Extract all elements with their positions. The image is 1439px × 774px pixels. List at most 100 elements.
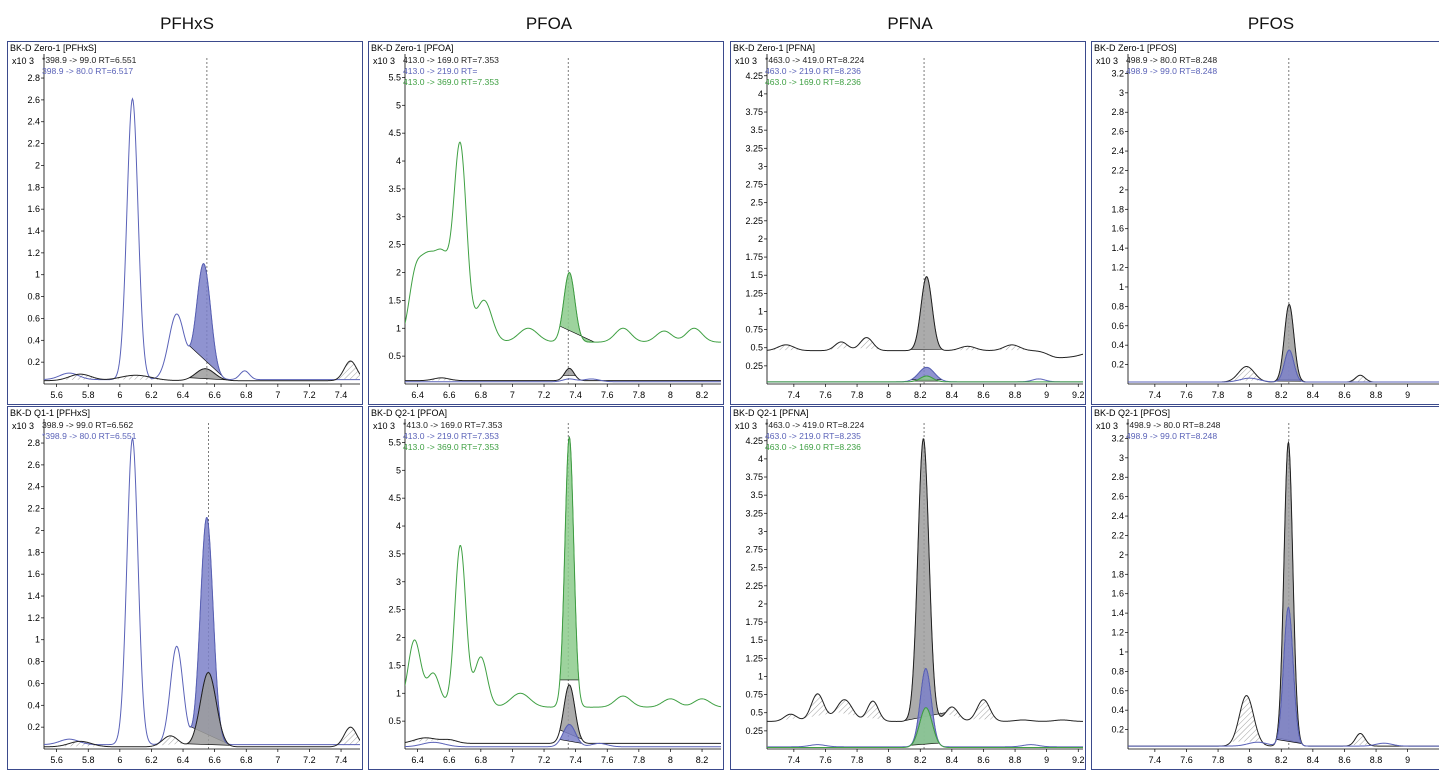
y-tick-label: 1.25 [745, 288, 763, 298]
y-tick-label: 3.2 [1111, 433, 1124, 443]
chromatogram-panel: 0.2 0.4 0.6 0.8 1 1.2 1.4 1.6 1.8 2 2.2 2.4 2.6 2.8 5.… [7, 406, 363, 770]
y-tick-label: 0.4 [1111, 705, 1124, 715]
y-tick-label: 1.25 [745, 653, 763, 663]
y-tick-label: 2.2 [1111, 165, 1124, 175]
y-tick-label: 1.8 [27, 547, 40, 557]
y-tick-label: 1.5 [750, 270, 763, 280]
y-tick-label: 2.4 [1111, 511, 1124, 521]
y-tick-label: 0.6 [27, 678, 40, 688]
x-tick-label: 8.4 [946, 390, 959, 400]
y-tick-label: 2.6 [1111, 492, 1124, 502]
x-tick-label: 8.8 [1009, 390, 1022, 400]
column-title-pfoa: PFOA [449, 14, 649, 34]
y-tick-label: 3 [758, 526, 763, 536]
x-tick-label: 7.8 [851, 755, 864, 765]
y-tick-label: 3 [758, 161, 763, 171]
y-tick-label: 4 [396, 521, 401, 531]
x-tick-label: 6.8 [475, 390, 488, 400]
legend-entry: 413.0 -> 369.0 RT=7.353 [403, 77, 499, 88]
panel-title: BK-D Q2-1 [PFNA] [733, 408, 809, 418]
x-tick-label: 7.6 [1180, 390, 1193, 400]
y-tick-label: 1.75 [745, 617, 763, 627]
y-tick-label: 3.5 [750, 490, 763, 500]
x-tick-label: 7.4 [1149, 755, 1162, 765]
y-tick-label: 2.8 [27, 438, 40, 448]
x-tick-label: 7.6 [601, 755, 614, 765]
y-axis-exponent: x10 3 [1096, 56, 1118, 66]
y-axis-exponent: x10 3 [735, 421, 757, 431]
legend-entry: *463.0 -> 419.0 RT=8.224 [765, 420, 864, 431]
y-axis-exponent: x10 3 [12, 56, 34, 66]
column-title-pfhxs: PFHxS [87, 14, 287, 34]
y-tick-label: 2.8 [27, 73, 40, 83]
hatched-peak-area [827, 342, 855, 350]
y-tick-label: 2.25 [745, 216, 763, 226]
x-tick-label: 6.4 [177, 390, 190, 400]
legend-entry: 413.0 -> 219.0 RT= [403, 66, 499, 77]
x-tick-label: 6.4 [411, 390, 424, 400]
legend-entry: 463.0 -> 169.0 RT=8.236 [765, 77, 864, 88]
y-tick-label: 1.5 [388, 660, 401, 670]
y-tick-label: 2.25 [745, 581, 763, 591]
x-tick-label: 7.4 [335, 755, 348, 765]
x-tick-label: 9 [1044, 390, 1049, 400]
chromatogram-panel: 0.2 0.4 0.6 0.8 1 1.2 1.4 1.6 1.8 2 2.2 2.4 2.6 2.8 3 3… [1091, 41, 1439, 405]
x-tick-label: 9 [1405, 755, 1410, 765]
y-tick-label: 4 [396, 156, 401, 166]
y-tick-label: 2.6 [27, 95, 40, 105]
chromatogram-svg: 0.25 0.5 0.75 1 1.25 1.5 1.75 2 2.25 2.5 2.75 3 3.25… [731, 407, 1086, 770]
y-tick-label: 3 [396, 577, 401, 587]
y-tick-label: 1.5 [750, 635, 763, 645]
x-tick-label: 8.6 [977, 755, 990, 765]
y-tick-label: 3.75 [745, 107, 763, 117]
y-tick-label: 2 [396, 633, 401, 643]
x-tick-label: 8.4 [1307, 390, 1320, 400]
legend: *463.0 -> 419.0 RT=8.224 463.0 -> 219.0 R… [765, 420, 864, 453]
x-tick-label: 6.4 [177, 755, 190, 765]
y-tick-label: 4.5 [388, 128, 401, 138]
y-tick-label: 3 [1119, 453, 1124, 463]
y-tick-label: 2.8 [1111, 107, 1124, 117]
x-tick-label: 8.4 [1307, 755, 1320, 765]
legend-entry: *398.9 -> 80.0 RT=6.551 [42, 431, 136, 442]
legend: 498.9 -> 80.0 RT=8.248 498.9 -> 99.0 RT=8… [1126, 55, 1217, 77]
hatched-peak-area [861, 701, 885, 720]
chromatogram-svg: 0.20.40.60.811.21.41.61.822.22.42.62.85.… [8, 407, 363, 770]
y-tick-label: 1 [1119, 647, 1124, 657]
y-tick-label: 1.4 [27, 591, 40, 601]
hatched-peak-area [853, 338, 881, 350]
x-tick-label: 7.8 [1212, 390, 1225, 400]
x-tick-label: 7.8 [851, 390, 864, 400]
y-tick-label: 1.2 [1111, 263, 1124, 273]
x-tick-label: 6.6 [443, 390, 456, 400]
y-tick-label: 2 [758, 599, 763, 609]
y-tick-label: 3 [396, 212, 401, 222]
y-tick-label: 4 [758, 89, 763, 99]
x-tick-label: 8.6 [977, 390, 990, 400]
legend-entry: 398.9 -> 80.0 RT=6.517 [42, 66, 136, 77]
x-tick-label: 6.6 [208, 390, 221, 400]
y-tick-label: 2.4 [1111, 146, 1124, 156]
x-tick-label: 8.8 [1009, 755, 1022, 765]
x-tick-label: 7.2 [303, 755, 316, 765]
x-tick-label: 7.4 [1149, 390, 1162, 400]
legend: *413.0 -> 169.0 RT=7.353 413.0 -> 219.0 R… [403, 420, 502, 453]
x-tick-label: 8 [1247, 390, 1252, 400]
y-tick-label: 2 [1119, 550, 1124, 560]
y-tick-label: 0.2 [27, 357, 40, 367]
y-tick-label: 2 [35, 525, 40, 535]
chromatogram-panel: 0.2 0.4 0.6 0.8 1 1.2 1.4 1.6 1.8 2 2.2 2.4 2.6 2.8 5.… [7, 41, 363, 405]
legend: 398.9 -> 99.0 RT=6.562 *398.9 -> 80.0 RT=… [42, 420, 136, 442]
y-tick-label: 5.5 [388, 437, 401, 447]
hatched-peak-area [1231, 696, 1262, 742]
y-axis-exponent: x10 3 [735, 56, 757, 66]
y-axis-exponent: x10 3 [373, 421, 395, 431]
x-tick-label: 8 [886, 390, 891, 400]
x-tick-label: 8.8 [1370, 755, 1383, 765]
y-tick-label: 0.4 [27, 700, 40, 710]
y-tick-label: 1.2 [27, 613, 40, 623]
chromatogram-panel: 0.25 0.5 0.75 1 1.25 1.5 1.75 2 2.25 2.5 2.75 3 3.25… [730, 41, 1086, 405]
legend-entry: *463.0 -> 419.0 RT=8.224 [765, 55, 864, 66]
legend-entry: 463.0 -> 219.0 RT=8.236 [765, 66, 864, 77]
legend: *398.9 -> 99.0 RT=6.551 398.9 -> 80.0 RT=… [42, 55, 136, 77]
